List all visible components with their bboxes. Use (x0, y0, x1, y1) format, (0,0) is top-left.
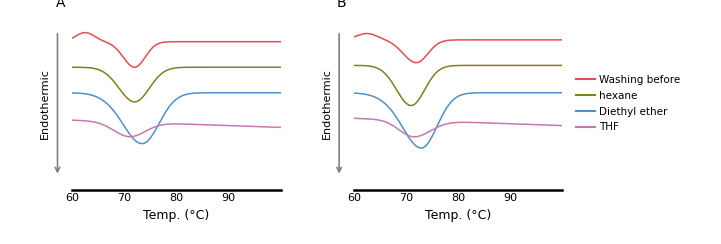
Legend: Washing before, hexane, Diethyl ether, THF: Washing before, hexane, Diethyl ether, T… (572, 71, 684, 136)
Text: Endothermic: Endothermic (322, 68, 332, 139)
Text: Endothermic: Endothermic (40, 68, 50, 139)
X-axis label: Temp. (°C): Temp. (°C) (425, 209, 491, 222)
Text: B: B (337, 0, 347, 10)
X-axis label: Temp. (°C): Temp. (°C) (143, 209, 210, 222)
Text: A: A (56, 0, 65, 10)
